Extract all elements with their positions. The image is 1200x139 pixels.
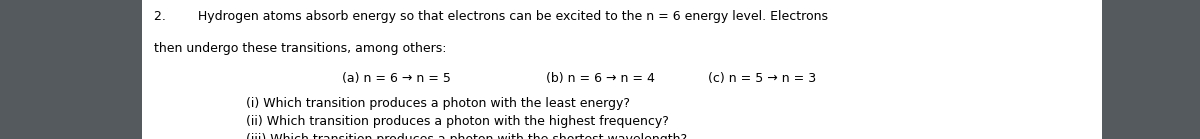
FancyBboxPatch shape	[142, 0, 1102, 139]
Text: then undergo these transitions, among others:: then undergo these transitions, among ot…	[154, 42, 446, 55]
Text: 2.        Hydrogen atoms absorb energy so that electrons can be excited to the n: 2. Hydrogen atoms absorb energy so that …	[154, 10, 828, 23]
Text: (c) n = 5 → n = 3: (c) n = 5 → n = 3	[708, 72, 816, 85]
Text: (ii) Which transition produces a photon with the highest frequency?: (ii) Which transition produces a photon …	[246, 115, 668, 128]
Text: (i) Which transition produces a photon with the least energy?: (i) Which transition produces a photon w…	[246, 97, 630, 110]
Text: (b) n = 6 → n = 4: (b) n = 6 → n = 4	[546, 72, 655, 85]
Text: (iii) Which transition produces a photon with the shortest wavelength?: (iii) Which transition produces a photon…	[246, 133, 688, 139]
Text: (a) n = 6 → n = 5: (a) n = 6 → n = 5	[342, 72, 451, 85]
